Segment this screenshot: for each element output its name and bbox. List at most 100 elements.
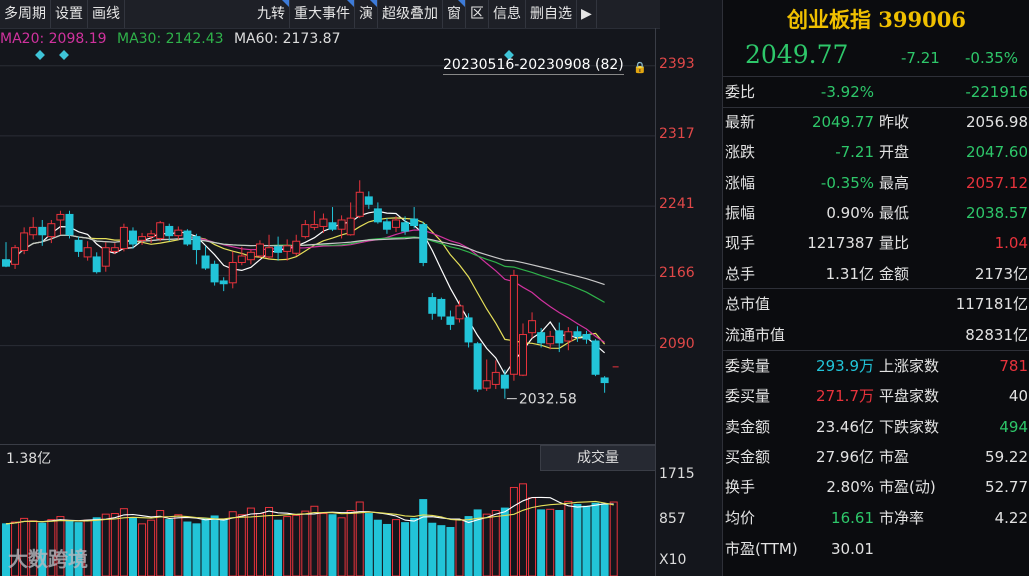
- candle-body[interactable]: [591, 340, 600, 375]
- candle-body[interactable]: [410, 218, 419, 227]
- date-range-label[interactable]: 20230516-20230908 (82): [443, 57, 624, 75]
- candle-body[interactable]: [518, 334, 527, 376]
- multi-period-button[interactable]: 多周期: [0, 0, 51, 28]
- pane-divider[interactable]: [0, 444, 655, 445]
- candle-body[interactable]: [219, 280, 228, 285]
- volume-bar[interactable]: [473, 509, 482, 576]
- volume-bar[interactable]: [255, 513, 264, 576]
- event-marker-icon[interactable]: [59, 50, 69, 60]
- volume-bar[interactable]: [419, 499, 428, 576]
- volume-bar[interactable]: [92, 517, 101, 576]
- volume-bar[interactable]: [119, 508, 128, 576]
- candle-body[interactable]: [491, 371, 500, 385]
- volume-bar[interactable]: [564, 500, 573, 576]
- volume-bar[interactable]: [74, 522, 83, 576]
- candle-body[interactable]: [528, 320, 537, 334]
- volume-bar[interactable]: [183, 521, 192, 576]
- candle-body[interactable]: [537, 332, 546, 344]
- volume-bar[interactable]: [11, 521, 20, 576]
- candle-body[interactable]: [265, 247, 274, 258]
- candle-body[interactable]: [38, 226, 47, 236]
- volume-bar[interactable]: [265, 506, 274, 576]
- candle-body[interactable]: [546, 335, 555, 345]
- volume-bar[interactable]: [2, 523, 10, 576]
- info-button[interactable]: 信息: [489, 0, 526, 28]
- volume-bar[interactable]: [219, 519, 228, 576]
- candle-body[interactable]: [255, 243, 264, 257]
- volume-bar[interactable]: [210, 515, 219, 576]
- volume-bar[interactable]: [500, 507, 509, 576]
- candle-body[interactable]: [92, 256, 101, 273]
- volume-bar[interactable]: [110, 513, 119, 576]
- candle-body[interactable]: [482, 380, 491, 389]
- volume-bar[interactable]: [401, 522, 410, 576]
- candle-body[interactable]: [564, 331, 573, 342]
- candle-body[interactable]: [292, 240, 301, 254]
- candle-body[interactable]: [310, 224, 319, 228]
- candlestick-plot[interactable]: 2032.58: [0, 28, 655, 444]
- volume-bar[interactable]: [319, 513, 328, 576]
- candle-body[interactable]: [56, 213, 65, 221]
- kline-chart-area[interactable]: 多周期 设置 画线 九转 重大事件演超级叠加窗区信息 删自选 ▶ MA20: 2098.19…: [0, 0, 722, 576]
- candle-body[interactable]: [283, 245, 292, 252]
- candle-body[interactable]: [555, 330, 564, 344]
- volume-bar[interactable]: [328, 514, 337, 576]
- volume-bar[interactable]: [609, 501, 618, 576]
- volume-bar[interactable]: [192, 523, 201, 576]
- volume-bar[interactable]: [174, 514, 183, 576]
- major-events-button[interactable]: 重大事件: [290, 0, 355, 28]
- volume-bar[interactable]: [546, 508, 555, 576]
- volume-bar[interactable]: [274, 519, 283, 576]
- volume-bar[interactable]: [128, 517, 137, 576]
- candle-body[interactable]: [119, 226, 128, 250]
- volume-bar[interactable]: [47, 519, 56, 576]
- volume-bar[interactable]: [591, 502, 600, 576]
- candle-body[interactable]: [364, 196, 373, 205]
- candle-body[interactable]: [128, 230, 137, 245]
- volume-bar[interactable]: [65, 520, 74, 576]
- candle-body[interactable]: [428, 297, 437, 314]
- volume-bar[interactable]: [101, 513, 110, 576]
- candle-body[interactable]: [337, 219, 346, 230]
- volume-bar[interactable]: [491, 510, 500, 576]
- volume-bar[interactable]: [20, 517, 29, 576]
- candle-body[interactable]: [11, 247, 20, 265]
- candle-body[interactable]: [509, 274, 518, 375]
- candle-body[interactable]: [2, 259, 10, 267]
- candle-body[interactable]: [210, 263, 219, 283]
- volume-bar[interactable]: [355, 501, 364, 576]
- volume-bar[interactable]: [56, 516, 65, 576]
- candle-body[interactable]: [192, 236, 201, 251]
- indicator-dropdown[interactable]: 成交量: [540, 445, 656, 471]
- replay-button[interactable]: 演: [355, 0, 378, 28]
- volume-bar[interactable]: [156, 510, 165, 576]
- candle-body[interactable]: [74, 239, 83, 252]
- volume-bar[interactable]: [482, 513, 491, 576]
- candle-body[interactable]: [47, 223, 56, 238]
- volume-bar[interactable]: [237, 514, 246, 576]
- candle-body[interactable]: [346, 217, 355, 236]
- candle-body[interactable]: [201, 255, 210, 269]
- volume-bar[interactable]: [228, 511, 237, 576]
- volume-bar[interactable]: [283, 516, 292, 576]
- window-button[interactable]: 窗: [443, 0, 466, 28]
- volume-bar[interactable]: [600, 503, 609, 576]
- volume-bar[interactable]: [382, 523, 391, 576]
- candle-body[interactable]: [246, 251, 255, 261]
- volume-bar[interactable]: [582, 505, 591, 576]
- candle-body[interactable]: [301, 224, 310, 238]
- candle-body[interactable]: [464, 317, 473, 343]
- volume-bar[interactable]: [147, 519, 156, 576]
- settings-button[interactable]: 设置: [51, 0, 88, 28]
- volume-bar[interactable]: [392, 519, 401, 576]
- volume-bar[interactable]: [555, 510, 564, 576]
- candle-body[interactable]: [392, 219, 401, 228]
- volume-bar[interactable]: [537, 509, 546, 576]
- volume-bar[interactable]: [364, 513, 373, 576]
- candle-body[interactable]: [355, 191, 364, 217]
- candle-body[interactable]: [573, 331, 582, 337]
- nine-turn-button[interactable]: 九转: [253, 0, 290, 28]
- candle-body[interactable]: [500, 374, 509, 389]
- candle-body[interactable]: [147, 233, 156, 238]
- volume-bar[interactable]: [455, 519, 464, 576]
